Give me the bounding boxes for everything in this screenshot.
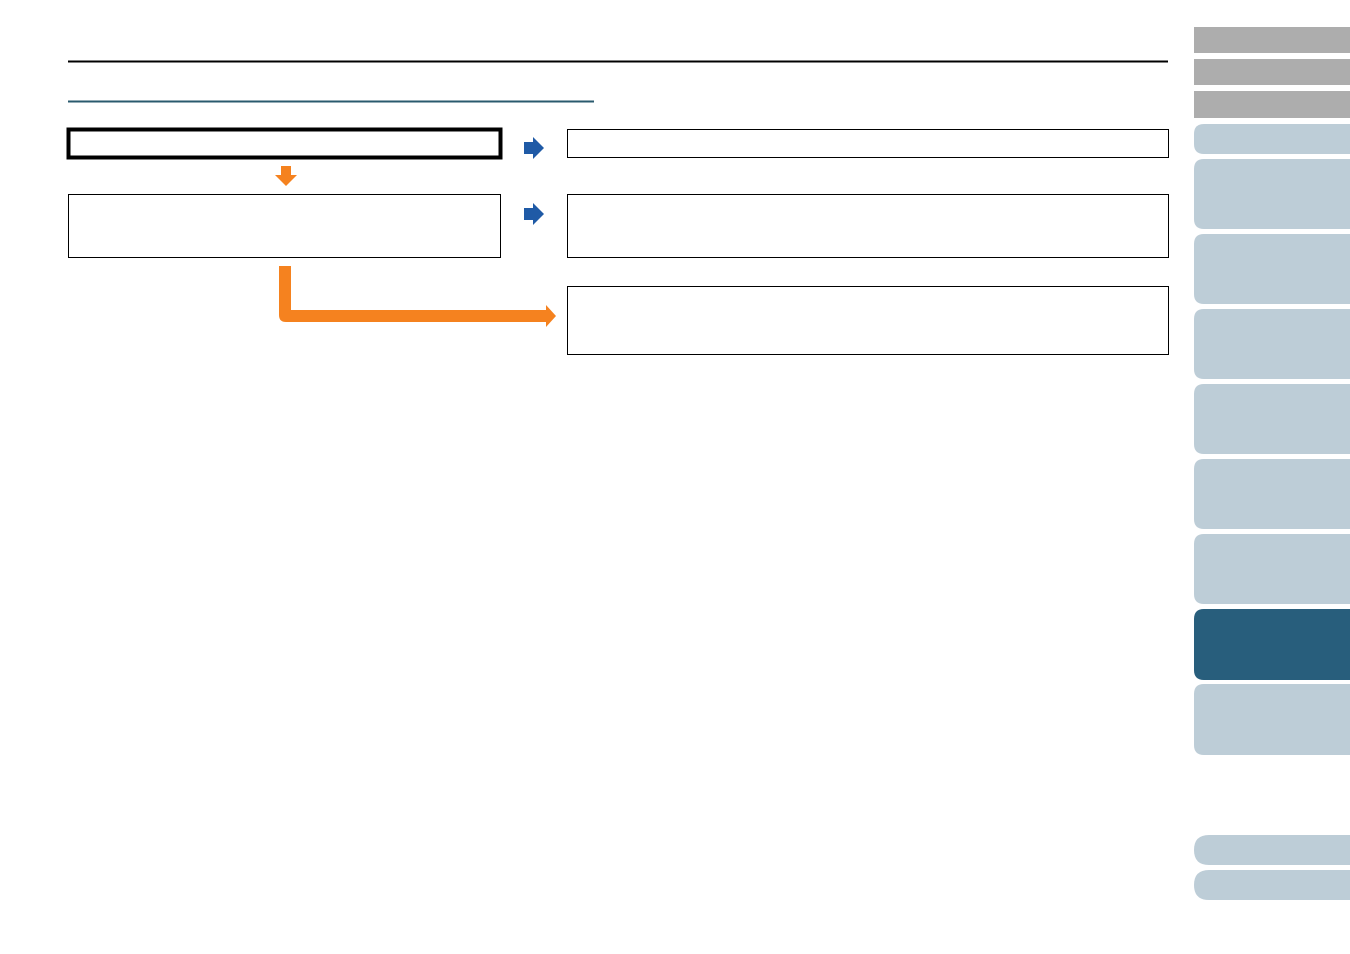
nav-tab-active[interactable] [1194, 609, 1350, 680]
result-box [567, 286, 1169, 355]
nav-tab[interactable] [1194, 124, 1350, 154]
nav-tab[interactable] [1194, 309, 1350, 379]
nav-tab[interactable] [1194, 234, 1350, 304]
nav-tab[interactable] [1194, 159, 1350, 229]
nav-tab[interactable] [1194, 59, 1350, 85]
nav-tab[interactable] [1194, 384, 1350, 454]
nav-tab[interactable] [1194, 835, 1350, 865]
arrow-right [524, 137, 544, 159]
nav-tab[interactable] [1194, 459, 1350, 529]
flow-box [68, 194, 501, 258]
arrow-right [524, 203, 544, 225]
flow-box-start [66, 127, 503, 160]
arrow-down [275, 166, 297, 186]
result-box [567, 194, 1169, 258]
arrow-elbow [279, 266, 556, 327]
nav-tab[interactable] [1194, 91, 1350, 118]
nav-tab[interactable] [1194, 684, 1350, 755]
result-box [567, 129, 1169, 158]
nav-tab[interactable] [1194, 870, 1350, 900]
nav-tab[interactable] [1194, 27, 1350, 53]
nav-tab[interactable] [1194, 534, 1350, 604]
